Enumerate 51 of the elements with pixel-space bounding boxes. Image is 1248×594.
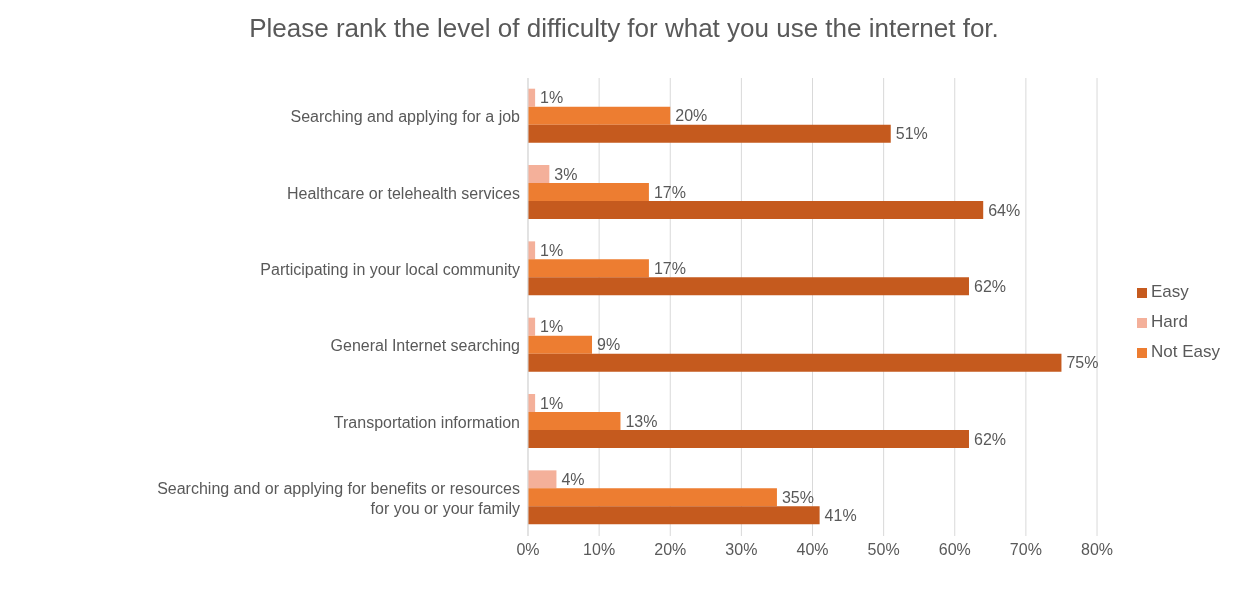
chart-title: Please rank the level of difficulty for what you use the internet for. — [248, 12, 1000, 45]
y-tick-label: General Internet searching — [330, 336, 520, 354]
x-tick-label: 0% — [516, 541, 540, 559]
x-tick-label: 70% — [1009, 541, 1042, 559]
bar — [528, 335, 593, 354]
data-label: 9% — [597, 336, 621, 354]
bar — [528, 506, 820, 525]
data-label: 1% — [540, 89, 564, 107]
x-tick-label: 30% — [725, 541, 758, 559]
y-tick-label: Healthcare or telehealth services — [286, 184, 520, 201]
bar — [528, 165, 550, 184]
bar — [528, 488, 777, 507]
data-label: 13% — [625, 412, 658, 430]
y-tick-label: Participating in your local community — [260, 260, 520, 278]
data-label: 51% — [895, 125, 928, 143]
bar — [528, 106, 671, 125]
data-label: 35% — [781, 489, 814, 507]
data-label: 62% — [973, 430, 1007, 448]
y-tick-label: Searching and applying for a job — [290, 107, 521, 125]
data-label: 20% — [675, 107, 708, 125]
x-tick-label: 40% — [796, 541, 829, 559]
legend-label: Not Easy — [1151, 342, 1220, 361]
data-label: 1% — [540, 318, 564, 336]
y-tick-label: Searching and or applying for benefits or resources for you or your family — [157, 479, 520, 517]
x-tick-label: 10% — [583, 541, 616, 559]
data-label: 1% — [540, 242, 564, 260]
data-label: 64% — [988, 201, 1021, 219]
legend-label: Hard — [1151, 312, 1188, 331]
data-label: 3% — [554, 165, 578, 183]
y-tick-label: Transportation information — [333, 413, 520, 430]
x-tick-label: 50% — [867, 541, 900, 559]
data-label: 75% — [1066, 354, 1099, 372]
bar — [528, 353, 1062, 372]
bar — [528, 124, 891, 143]
x-tick-label: 80% — [1081, 541, 1114, 559]
bar — [528, 259, 649, 278]
x-tick-label: 60% — [938, 541, 971, 559]
bar — [528, 277, 969, 296]
bar — [528, 201, 984, 220]
legend-label: Easy — [1151, 282, 1189, 301]
data-label: 1% — [540, 394, 564, 412]
x-tick-label: 20% — [654, 541, 687, 559]
data-label: 17% — [653, 260, 686, 278]
data-label: 62% — [973, 278, 1007, 296]
data-label: 17% — [653, 183, 686, 201]
data-label: 4% — [561, 471, 585, 489]
bar — [528, 183, 649, 202]
bar — [528, 412, 621, 431]
bar — [528, 430, 969, 449]
data-label: 41% — [824, 507, 857, 525]
bar — [528, 470, 557, 489]
